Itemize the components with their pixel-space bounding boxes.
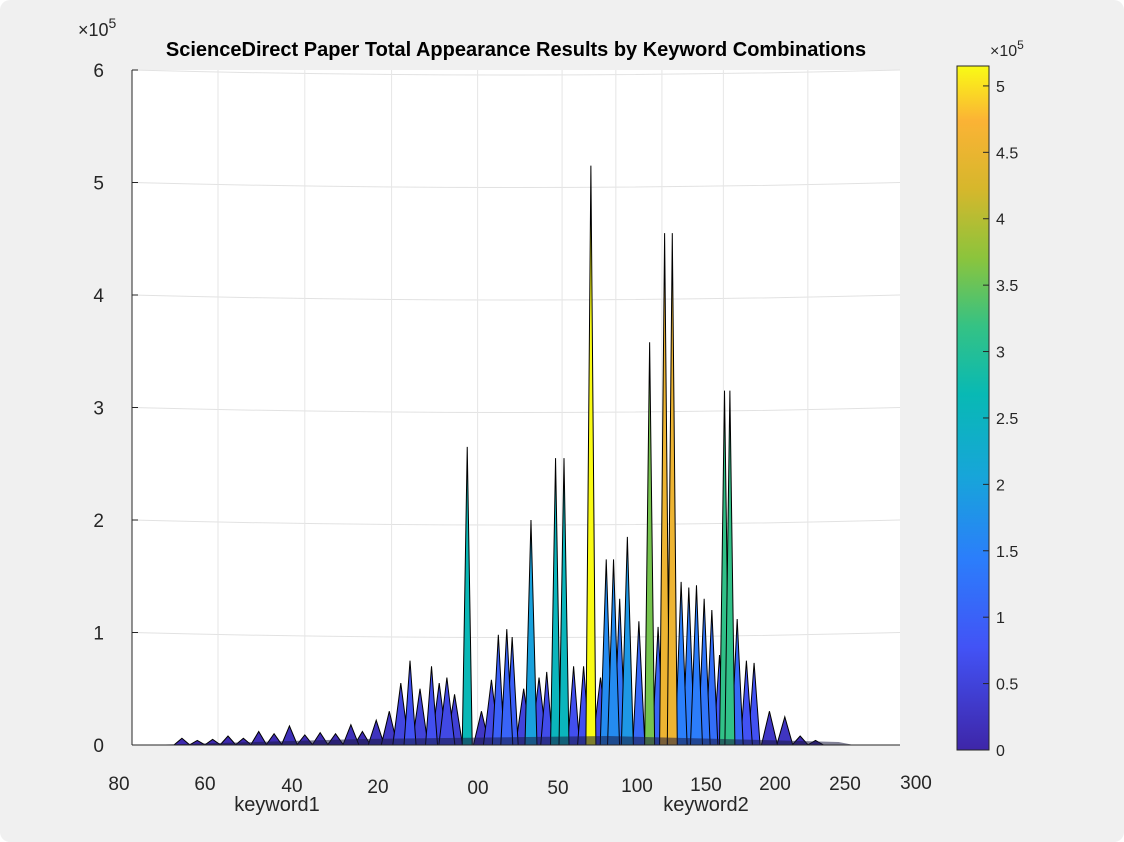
keyword1-tick-label: 40 <box>281 776 302 797</box>
surface-mesh <box>172 165 826 746</box>
z-tick-label: 3 <box>93 399 104 420</box>
keyword2-tick-label: 300 <box>900 773 932 794</box>
colorbar <box>956 65 990 751</box>
floor-mesh <box>147 736 854 745</box>
keyword1-tick-label: 60 <box>194 774 215 795</box>
z-axis-ticks: 0 1 2 3 4 5 6 <box>93 61 138 757</box>
colorbar-tick-label: 1 <box>996 610 1005 627</box>
colorbar-tick-label: 3 <box>996 345 1005 362</box>
keyword1-tick-label: 80 <box>108 774 129 795</box>
keyword2-axis-label: keyword2 <box>663 794 749 816</box>
grid-line-z <box>131 294 901 301</box>
z-tick-label: 1 <box>93 624 104 645</box>
z-exponent-label: ×105 <box>78 15 117 40</box>
colorbar-tick-label: 1.5 <box>996 544 1018 561</box>
keyword2-tick-label: 100 <box>621 776 653 797</box>
colorbar-tick-label: 2 <box>996 477 1005 494</box>
grid-line-z <box>131 182 901 188</box>
keyword2-tick-label: 250 <box>829 774 861 795</box>
colorbar-tick-label: 4 <box>996 212 1005 229</box>
colorbar-tick-label: 5 <box>996 79 1005 96</box>
keyword1-tick-label: 20 <box>367 777 388 798</box>
z-tick-label: 4 <box>93 286 104 307</box>
grid-line-z <box>131 69 901 76</box>
colorbar-tick-label: 3.5 <box>996 278 1018 295</box>
z-tick-label: 5 <box>93 174 104 195</box>
colorbar-ticks: 0 0.5 1 1.5 2 2.5 3 3.5 4 4.5 5 <box>983 79 1018 760</box>
chart-title: ScienceDirect Paper Total Appearance Res… <box>166 39 866 61</box>
colorbar-tick-label: 0 <box>996 743 1005 760</box>
axes-background <box>132 70 900 745</box>
keyword2-tick-label: 200 <box>759 774 791 795</box>
keyword1-axis-label: keyword1 <box>234 794 320 816</box>
grid-line-z <box>131 519 901 526</box>
surface-floor <box>147 736 854 745</box>
keyword2-tick-label: 50 <box>547 778 568 799</box>
grid-line-z <box>131 632 901 638</box>
z-tick-label: 0 <box>93 736 104 757</box>
colorbar-exponent-label: ×105 <box>990 38 1024 60</box>
grid-line-z <box>131 407 901 413</box>
colorbar-tick-label: 0.5 <box>996 677 1018 694</box>
keyword1-axis-ticks: 80 60 40 20 00 <box>108 774 488 799</box>
keyword2-tick-label: 150 <box>690 775 722 796</box>
z-tick-label: 6 <box>93 61 104 82</box>
z-tick-label: 2 <box>93 511 104 532</box>
colorbar-tick-label: 4.5 <box>996 145 1018 162</box>
keyword1-tick-label: 00 <box>467 778 488 799</box>
colorbar-tick-label: 2.5 <box>996 411 1018 428</box>
keyword2-axis-ticks: 50 100 150 200 250 300 <box>547 773 931 799</box>
